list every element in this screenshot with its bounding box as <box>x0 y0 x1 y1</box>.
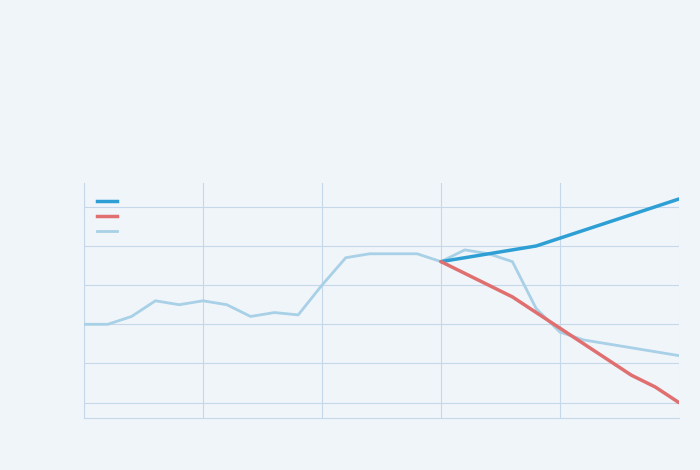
Legend: グッドシナリオ, バッドシナリオ, ノーマルシナリオ: グッドシナリオ, バッドシナリオ, ノーマルシナリオ <box>91 190 241 242</box>
